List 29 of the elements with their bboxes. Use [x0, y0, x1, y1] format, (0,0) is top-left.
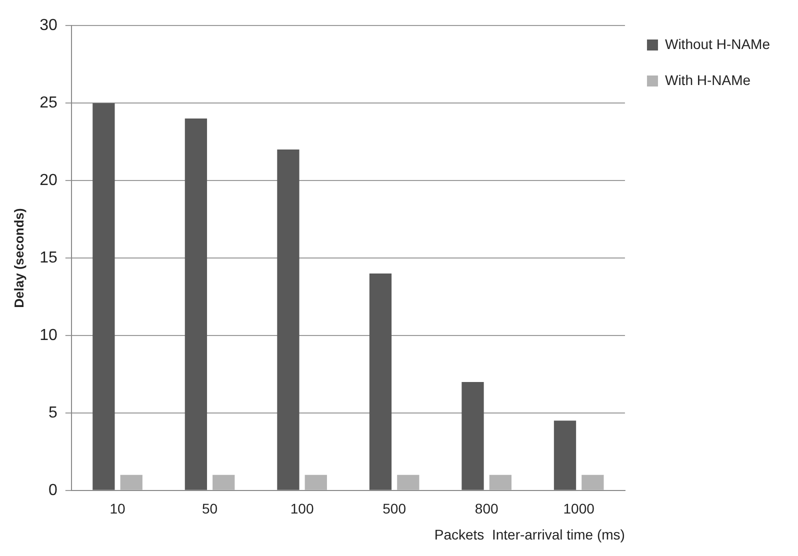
- x-tick-label: 1000: [563, 500, 595, 517]
- y-tick-label: 15: [40, 249, 58, 266]
- bar: [304, 474, 327, 490]
- legend-label: Without H-NAMe: [664, 36, 770, 52]
- bar: [277, 150, 300, 490]
- y-tick-label: 25: [40, 94, 58, 112]
- y-axis-title: Delay (seconds): [11, 208, 26, 308]
- bar: [582, 474, 604, 490]
- y-tick-label: 5: [48, 404, 58, 422]
- x-tick-label: 50: [202, 500, 218, 517]
- x-tick-label: 500: [382, 500, 406, 517]
- y-tick-label: 30: [40, 17, 58, 34]
- bar: [120, 474, 142, 490]
- bar: [92, 103, 115, 490]
- x-tick-label: 800: [474, 500, 498, 517]
- x-tick-label: 100: [290, 500, 314, 517]
- bar: [369, 273, 392, 490]
- y-tick-label: 0: [48, 482, 58, 499]
- bar: [184, 118, 208, 490]
- x-tick-label: 10: [110, 500, 126, 517]
- bar: [397, 474, 420, 490]
- legend-label: With H-NAMe: [664, 72, 751, 88]
- x-axis-title: Packets Inter-arrival time (ms): [434, 526, 625, 542]
- y-tick-label: 20: [40, 172, 58, 189]
- bar: [462, 382, 484, 490]
- y-tick-label: 10: [40, 326, 58, 344]
- bar: [489, 474, 512, 490]
- bar: [554, 420, 576, 490]
- bar: [212, 474, 235, 490]
